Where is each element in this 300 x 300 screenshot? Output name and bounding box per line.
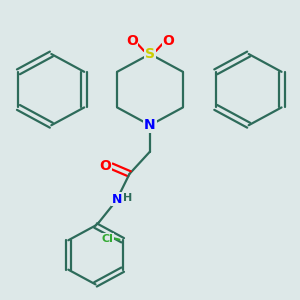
Text: N: N [144,118,156,132]
Text: N: N [112,193,122,206]
Text: H: H [123,193,132,203]
Text: Cl: Cl [102,234,114,244]
Text: O: O [100,159,111,173]
Text: S: S [145,47,155,61]
Text: O: O [162,34,174,48]
Text: O: O [126,34,138,48]
